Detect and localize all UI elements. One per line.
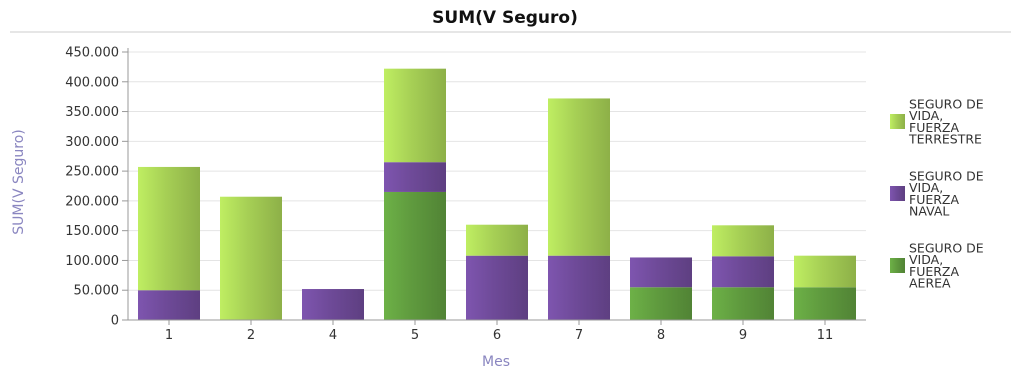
x-tick-label: 6 [493,328,501,343]
x-tick-label: 9 [739,328,747,343]
x-tick-label: 11 [817,328,834,343]
y-tick-label: 100.000 [65,254,119,269]
bar-segment [548,255,610,320]
legend-swatch [890,258,905,273]
y-tick-labels: 0 50.000 100.000 150.000 200.000 250.000 300.0… [65,46,119,329]
y-tick-label: 350.000 [65,105,119,120]
y-tick-label: 200.000 [65,194,119,209]
legend-item: SEGURO DE VIDA, FUERZA TERRESTRE [890,96,984,147]
x-tick-label: 8 [657,328,665,343]
x-tick-label: 4 [329,328,337,343]
bar-segment [466,255,528,320]
y-tick-label: 300.000 [65,135,119,150]
bar-segment [138,166,200,291]
y-tick-label: 450.000 [65,46,119,61]
y-axis-label: SUM(V Seguro) [11,129,27,234]
x-tick-label: 7 [575,328,583,343]
bar-segment [630,287,692,320]
bar-segment [384,191,446,320]
legend-label: SEGURO DE VIDA, FUERZA NAVAL [909,168,984,218]
bar-segment [302,289,364,320]
y-tick-label: 150.000 [65,224,119,239]
y-tick-label: 0 [111,314,119,329]
x-tick-labels: 1 2 4 5 6 7 8 9 11 [165,320,833,343]
bar-segment [138,290,200,320]
x-tick-label: 1 [165,328,173,343]
legend-swatch [890,186,905,201]
chart-title: SUM(V Seguro) [432,8,578,28]
bar-segment [630,257,692,288]
bar-segment [712,225,774,257]
y-tick-label: 50.000 [74,284,120,299]
bar-segment [384,162,446,192]
x-tick-label: 5 [411,328,419,343]
legend-item: SEGURO DE VIDA, FUERZA AEREA [890,240,984,291]
bars [138,68,856,320]
bar-segment [220,196,282,320]
legend-swatch [890,114,905,129]
bar-segment [794,287,856,320]
x-axis-label: Mes [482,354,510,370]
legend: SEGURO DE VIDA, FUERZA TERRESTRE SEGURO DE VI… [890,96,984,291]
y-tick-label: 250.000 [65,165,119,180]
bar-segment [466,224,528,256]
bar-segment [384,68,446,163]
legend-item: SEGURO DE VIDA, FUERZA NAVAL [890,168,984,219]
x-tick-label: 2 [247,328,255,343]
bar-segment [712,287,774,320]
legend-label: SEGURO DE VIDA, FUERZA AEREA [909,240,984,290]
bar-segment [548,98,610,256]
bar-segment [794,255,856,288]
bar-segment [712,256,774,288]
y-tick-label: 400.000 [65,75,119,90]
legend-label: SEGURO DE VIDA, FUERZA TERRESTRE [908,96,984,146]
